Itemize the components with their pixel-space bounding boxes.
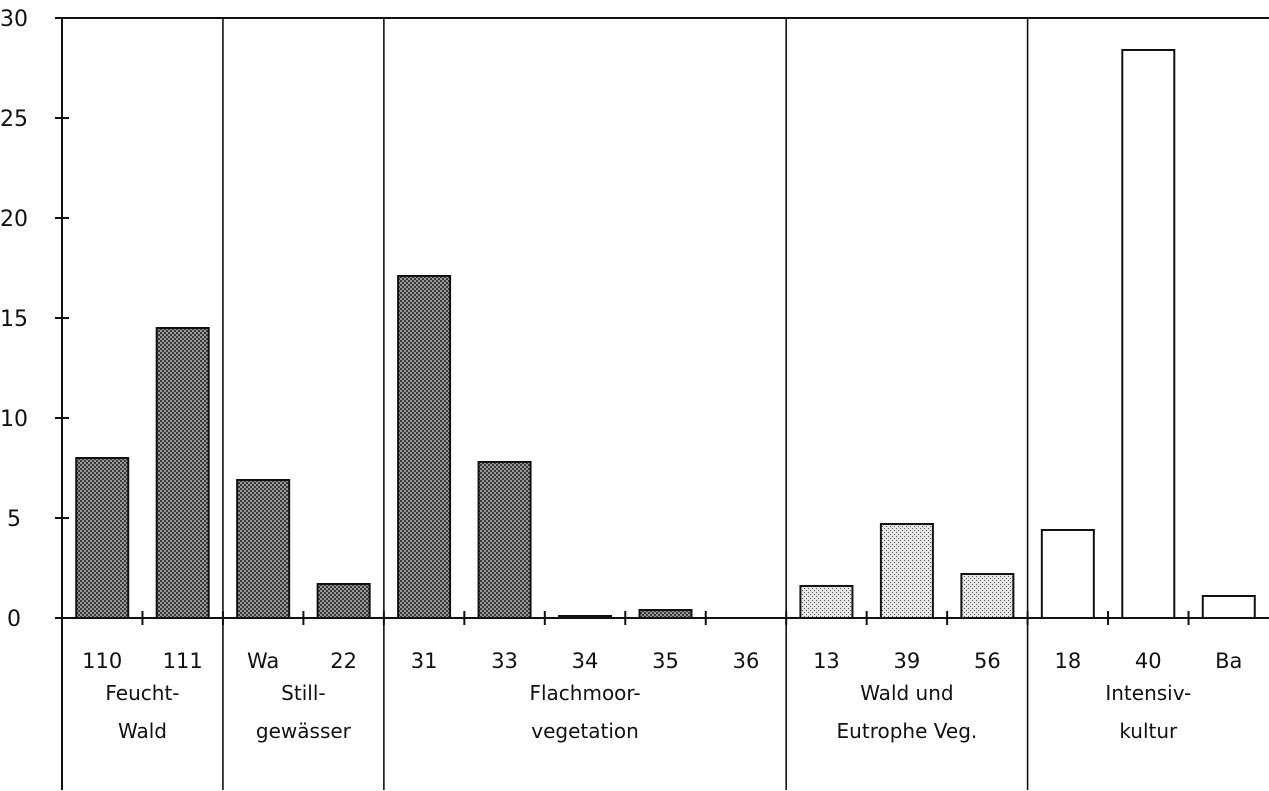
x-tick-label: 40: [1135, 649, 1162, 673]
x-tick-label: 13: [813, 649, 840, 673]
y-tick-label: 10: [0, 407, 28, 432]
group-label: kultur: [1119, 719, 1178, 743]
group-label: Wald und: [860, 681, 953, 705]
bar-35: [638, 609, 693, 619]
bar-13: [799, 585, 854, 619]
bar-34: [558, 615, 613, 619]
group-label: Wald: [118, 719, 167, 743]
y-tick-label: 5: [7, 507, 21, 532]
bar-56: [960, 573, 1015, 619]
bar-110: [75, 457, 130, 619]
plot-area: 0 5 10 15 20 25 30 Feucht- Wald Still-gewässer Fla…: [0, 7, 1269, 790]
y-tick-label: 0: [7, 607, 21, 632]
bar-40: [1121, 49, 1176, 619]
x-tick-label: 36: [733, 649, 760, 673]
x-tick-label: 33: [491, 649, 518, 673]
y-tick-label: 15: [0, 307, 28, 332]
x-tick-label: 22: [330, 649, 357, 673]
group-label: Feucht-: [105, 681, 179, 705]
x-tick-label: 34: [572, 649, 599, 673]
bar-18: [1040, 529, 1095, 619]
x-tick-label: 111: [163, 649, 203, 673]
bar-39: [879, 523, 934, 619]
x-tick-label: 31: [411, 649, 438, 673]
x-tick-label: 56: [974, 649, 1001, 673]
bar-Ba: [1201, 595, 1256, 619]
x-tick-label: 39: [894, 649, 921, 673]
x-tick-label: 18: [1054, 649, 1081, 673]
group-label: Intensiv-: [1105, 681, 1191, 705]
bar-33: [477, 461, 532, 619]
group-label: Still-: [281, 681, 325, 705]
y-tick-label: 25: [0, 107, 28, 132]
x-tick-label: 110: [82, 649, 122, 673]
y-tick-label: 20: [0, 207, 28, 232]
bar-22: [316, 583, 371, 619]
y-tick-label: 30: [0, 7, 28, 32]
x-tick-label: 35: [652, 649, 679, 673]
bar-Wa: [236, 479, 291, 619]
bar-111: [155, 327, 210, 619]
group-label: Flachmoor-: [529, 681, 640, 705]
bar-31: [397, 275, 452, 619]
x-tick-label: Wa: [247, 649, 279, 673]
group-label: vegetation: [531, 719, 639, 743]
x-tick-label: Ba: [1215, 649, 1242, 673]
group-label: gewässer: [256, 719, 352, 743]
group-label: Eutrophe Veg.: [837, 719, 978, 743]
